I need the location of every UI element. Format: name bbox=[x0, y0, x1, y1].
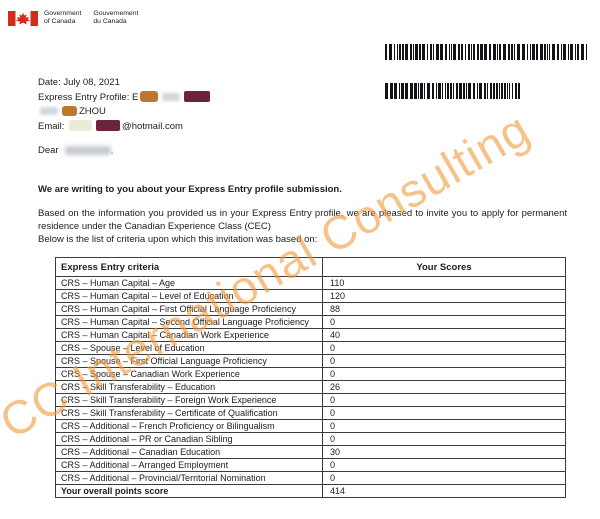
redaction-block bbox=[184, 91, 211, 103]
barcode-top bbox=[385, 44, 588, 60]
criteria-table-body: CRS – Human Capital – Age 110 CRS – Human … bbox=[55, 276, 566, 485]
gov-fr-line2: du Canada bbox=[93, 18, 127, 25]
email-line: Email: @hotmail.com bbox=[38, 120, 212, 135]
redaction-block bbox=[69, 120, 93, 132]
table-row: CRS – Skill Transferability – Certificat… bbox=[55, 406, 566, 420]
salutation-line: Dear, bbox=[38, 145, 113, 156]
score-cell: 0 bbox=[322, 419, 566, 433]
profile-line: Express Entry Profile: E bbox=[38, 91, 212, 106]
table-row: CRS – Skill Transferability – Foreign Wo… bbox=[55, 393, 566, 407]
salutation-word: Dear bbox=[38, 145, 59, 156]
table-row: CRS – Skill Transferability – Education 2… bbox=[55, 380, 566, 394]
score-cell: 30 bbox=[322, 445, 566, 459]
table-row: CRS – Human Capital – Canadian Work Expe… bbox=[55, 328, 566, 342]
criteria-column-header: Express Entry criteria bbox=[55, 257, 323, 277]
gov-fr-line1: Gouvernement bbox=[93, 10, 139, 17]
criteria-cell: CRS – Skill Transferability – Foreign Wo… bbox=[55, 393, 323, 407]
table-row: CRS – Human Capital – Second Official La… bbox=[55, 315, 566, 329]
score-cell: 26 bbox=[322, 380, 566, 394]
table-row: CRS – Additional – French Proficiency or… bbox=[55, 419, 566, 433]
score-cell: 0 bbox=[322, 458, 566, 472]
redaction-block bbox=[96, 120, 121, 132]
table-row: CRS – Additional – Arranged Employment 0 bbox=[55, 458, 566, 472]
score-cell: 40 bbox=[322, 328, 566, 342]
body-line: Below is the list of criteria upon which… bbox=[38, 234, 318, 245]
date-line: Date: July 08, 2021 bbox=[38, 77, 120, 88]
salutation-comma: , bbox=[110, 145, 114, 156]
canada-flag-icon bbox=[8, 11, 38, 26]
criteria-cell: CRS – Additional – PR or Canadian Siblin… bbox=[55, 432, 323, 446]
score-cell: 0 bbox=[322, 471, 566, 485]
criteria-cell: CRS – Additional – Canadian Education bbox=[55, 445, 323, 459]
criteria-cell: CRS – Spouse – Canadian Work Experience bbox=[55, 367, 323, 381]
applicant-info-block: Date: July 08, 2021 Express Entry Profil… bbox=[38, 76, 212, 134]
total-score-value: 414 bbox=[322, 484, 566, 498]
criteria-cell: CRS – Human Capital – Second Official La… bbox=[55, 315, 323, 329]
criteria-cell: CRS – Spouse – First Official Language P… bbox=[55, 354, 323, 368]
gov-en-line1: Government bbox=[44, 10, 82, 17]
profile-label: Express Entry Profile: E bbox=[38, 91, 139, 103]
table-header-row: Express Entry criteria Your Scores bbox=[55, 257, 566, 277]
criteria-cell: CRS – Human Capital – Age bbox=[55, 276, 323, 290]
criteria-cell: CRS – Additional – French Proficiency or… bbox=[55, 419, 323, 433]
letter-heading: We are writing to you about your Express… bbox=[38, 184, 342, 195]
table-row: CRS – Spouse – First Official Language P… bbox=[55, 354, 566, 368]
table-row: CRS – Additional – Canadian Education 30 bbox=[55, 445, 566, 459]
table-row: CRS – Spouse – Level of Education 0 bbox=[55, 341, 566, 355]
score-cell: 120 bbox=[322, 289, 566, 303]
criteria-cell: CRS – Spouse – Level of Education bbox=[55, 341, 323, 355]
table-row: CRS – Additional – Provincial/Territoria… bbox=[55, 471, 566, 485]
criteria-cell: CRS – Skill Transferability – Education bbox=[55, 380, 323, 394]
letter-body: Based on the information you provided us… bbox=[38, 207, 567, 246]
table-row: CRS – Additional – PR or Canadian Siblin… bbox=[55, 432, 566, 446]
gov-en-line2: of Canada bbox=[44, 18, 76, 25]
score-cell: 110 bbox=[322, 276, 566, 290]
redaction-block bbox=[162, 92, 181, 101]
redaction-block bbox=[40, 107, 58, 116]
canada-government-logo: Government of Canada Gouvernement du Can… bbox=[8, 10, 138, 26]
score-cell: 0 bbox=[322, 393, 566, 407]
table-row: CRS – Spouse – Canadian Work Experience 0 bbox=[55, 367, 566, 381]
scores-column-header: Your Scores bbox=[322, 257, 566, 277]
email-domain: @hotmail.com bbox=[122, 120, 183, 132]
email-label: Email: bbox=[38, 120, 65, 132]
score-cell: 0 bbox=[322, 367, 566, 381]
criteria-cell: CRS – Additional – Provincial/Territoria… bbox=[55, 471, 323, 485]
body-paragraph: Based on the information you provided us… bbox=[38, 208, 567, 232]
score-cell: 0 bbox=[322, 432, 566, 446]
name-line: ZHOU bbox=[38, 105, 212, 120]
government-of-canada-en: Government of Canada bbox=[44, 10, 81, 26]
redaction-block bbox=[140, 91, 159, 103]
redaction-block bbox=[62, 106, 77, 117]
score-cell: 88 bbox=[322, 302, 566, 316]
total-score-label: Your overall points score bbox=[55, 484, 323, 498]
gouvernement-du-canada-fr: Gouvernement du Canada bbox=[93, 10, 138, 26]
criteria-cell: CRS – Skill Transferability – Certificat… bbox=[55, 406, 323, 420]
criteria-cell: CRS – Human Capital – First Official Lan… bbox=[55, 302, 323, 316]
score-cell: 0 bbox=[322, 354, 566, 368]
table-row: CRS – Human Capital – Level of Education… bbox=[55, 289, 566, 303]
score-cell: 0 bbox=[322, 341, 566, 355]
score-cell: 0 bbox=[322, 406, 566, 420]
table-row: CRS – Human Capital – Age 110 bbox=[55, 276, 566, 290]
total-score-row: Your overall points score 414 bbox=[55, 484, 566, 498]
applicant-surname: ZHOU bbox=[79, 106, 106, 117]
criteria-cell: CRS – Human Capital – Canadian Work Expe… bbox=[55, 328, 323, 342]
table-row: CRS – Human Capital – First Official Lan… bbox=[55, 302, 566, 316]
criteria-cell: CRS – Human Capital – Level of Education bbox=[55, 289, 323, 303]
barcode-second bbox=[385, 83, 520, 99]
express-entry-criteria-table: Express Entry criteria Your Scores CRS –… bbox=[55, 257, 566, 498]
criteria-cell: CRS – Additional – Arranged Employment bbox=[55, 458, 323, 472]
blurred-name bbox=[64, 145, 111, 155]
score-cell: 0 bbox=[322, 315, 566, 329]
